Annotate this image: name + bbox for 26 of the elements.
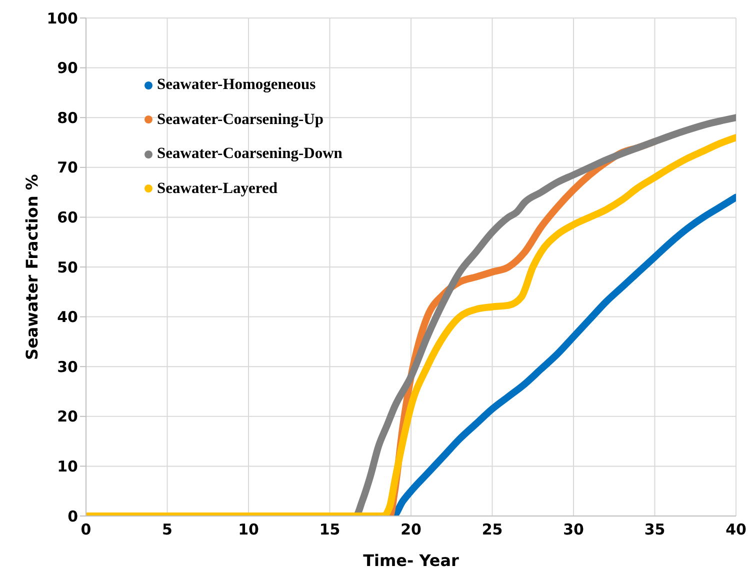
x-tick-label: 30 xyxy=(563,520,584,539)
x-tick-label: 25 xyxy=(482,520,503,539)
x-tick-label: 40 xyxy=(726,520,746,539)
y-tick-label: 10 xyxy=(57,458,78,476)
y-tick-label: 60 xyxy=(57,208,78,227)
x-tick-label: 0 xyxy=(80,520,92,539)
y-tick-label: 50 xyxy=(57,258,78,276)
y-tick-label: 20 xyxy=(57,408,78,426)
x-tick-label: 15 xyxy=(319,520,340,539)
legend-label: Seawater-Coarsening-Up xyxy=(156,110,324,130)
x-tick-label: 20 xyxy=(400,520,422,539)
y-tick-label: 90 xyxy=(57,59,78,78)
y-tick-label: 100 xyxy=(46,9,78,28)
y-tick-label: 80 xyxy=(57,108,78,127)
legend-label: Seawater-Homogeneous xyxy=(156,75,317,96)
legend-label: Seawater-Coarsening-Down xyxy=(156,144,342,164)
y-tick-label: 40 xyxy=(57,308,78,326)
y-tick-label: 30 xyxy=(57,358,78,376)
y-tick-label: 0 xyxy=(68,507,78,526)
legend-label: Seawater-Layered xyxy=(156,178,279,199)
x-axis-title: Time- Year xyxy=(363,551,459,570)
x-tick-label: 10 xyxy=(238,520,259,539)
y-axis-title: Seawater Fraction % xyxy=(22,174,42,360)
y-tick-label: 70 xyxy=(57,158,78,177)
x-tick-label: 35 xyxy=(644,520,666,539)
x-tick-label: 5 xyxy=(162,520,172,539)
